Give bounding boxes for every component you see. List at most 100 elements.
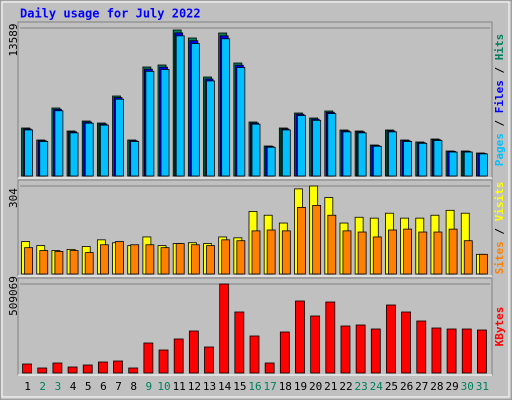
x-tick-label: 14 xyxy=(218,380,232,393)
x-tick-label: 2 xyxy=(39,380,46,393)
bar xyxy=(251,230,261,275)
bar xyxy=(84,122,94,177)
x-tick-label: 1 xyxy=(24,380,31,393)
bar xyxy=(479,153,488,177)
bar xyxy=(24,247,33,275)
x-tick-label: 19 xyxy=(294,380,307,393)
bar xyxy=(370,328,381,374)
bar xyxy=(113,360,123,374)
x-tick-label: 25 xyxy=(385,380,398,393)
bar xyxy=(190,43,200,177)
legend: KBytes xyxy=(493,307,506,347)
bar xyxy=(221,38,231,177)
bar xyxy=(342,230,352,275)
bar xyxy=(99,124,109,177)
bar xyxy=(295,300,305,374)
x-tick-label: 27 xyxy=(415,380,428,393)
bar xyxy=(188,330,199,374)
bar xyxy=(173,338,184,374)
chart-title: Daily usage for July 2022 xyxy=(20,7,201,21)
bar xyxy=(130,141,140,177)
legend: Pages / Files / Hits xyxy=(493,34,506,167)
bar xyxy=(175,35,185,177)
bar xyxy=(128,367,139,374)
bar xyxy=(160,247,170,275)
bar xyxy=(145,70,155,177)
x-tick-label: 29 xyxy=(445,380,458,393)
bar xyxy=(312,204,322,275)
bar xyxy=(266,229,276,275)
bar xyxy=(52,362,63,374)
bar xyxy=(446,328,457,374)
bar xyxy=(325,301,336,374)
bar xyxy=(143,342,154,374)
x-tick-label: 11 xyxy=(173,380,186,393)
bar xyxy=(264,362,275,374)
legend-entry: Visits xyxy=(493,182,506,222)
x-tick-label: 24 xyxy=(370,380,384,393)
bar xyxy=(372,145,382,177)
y-max-label: 509069 xyxy=(7,276,20,316)
legend-entry: Sites xyxy=(493,241,506,274)
bar xyxy=(251,123,261,177)
bar xyxy=(22,363,32,374)
bar xyxy=(281,129,291,177)
bar xyxy=(281,230,291,275)
legend-entry: KBytes xyxy=(493,307,506,347)
bar xyxy=(236,67,246,177)
bar xyxy=(327,214,337,275)
bar xyxy=(448,228,458,275)
bar xyxy=(204,346,214,374)
legend: Sites / Visits xyxy=(493,182,506,275)
bar xyxy=(69,250,79,275)
bar xyxy=(82,364,93,374)
bar xyxy=(69,132,79,177)
x-tick-label: 17 xyxy=(264,380,277,393)
bar xyxy=(340,325,351,374)
bar xyxy=(327,113,337,177)
bar xyxy=(355,324,366,374)
bar xyxy=(249,335,260,374)
bar xyxy=(418,231,428,275)
bar xyxy=(99,244,109,275)
bar xyxy=(431,327,442,374)
x-tick-label: 8 xyxy=(130,380,137,393)
bar xyxy=(312,119,322,177)
x-tick-label: 4 xyxy=(70,380,77,393)
bar xyxy=(221,239,231,275)
bar xyxy=(84,252,94,275)
bar xyxy=(39,250,49,275)
x-tick-label: 3 xyxy=(55,380,62,393)
bar xyxy=(357,132,367,177)
bar xyxy=(463,151,473,177)
x-tick-label: 7 xyxy=(115,380,122,393)
bar xyxy=(54,110,64,177)
bar xyxy=(463,240,473,275)
bar xyxy=(477,329,487,374)
x-tick-label: 23 xyxy=(355,380,368,393)
bar xyxy=(158,349,169,374)
bar xyxy=(433,140,443,177)
bar xyxy=(297,115,306,177)
legend-separator: / xyxy=(493,60,506,80)
x-tick-label: 30 xyxy=(461,380,474,393)
bar xyxy=(160,69,170,177)
x-tick-label: 6 xyxy=(100,380,107,393)
bar xyxy=(175,243,185,275)
legend-entry: Files xyxy=(493,80,506,113)
x-tick-label: 5 xyxy=(85,380,92,393)
legend-separator: / xyxy=(493,221,506,241)
x-tick-label: 13 xyxy=(203,380,216,393)
bar xyxy=(357,231,367,275)
legend-entry: Hits xyxy=(493,34,506,61)
x-tick-label: 26 xyxy=(400,380,413,393)
bar xyxy=(130,244,140,275)
bar xyxy=(372,236,382,275)
bar xyxy=(310,315,321,374)
x-tick-label: 16 xyxy=(248,380,261,393)
x-tick-label: 22 xyxy=(339,380,352,393)
bar xyxy=(145,244,155,275)
bar xyxy=(403,228,413,275)
bar xyxy=(37,367,48,374)
